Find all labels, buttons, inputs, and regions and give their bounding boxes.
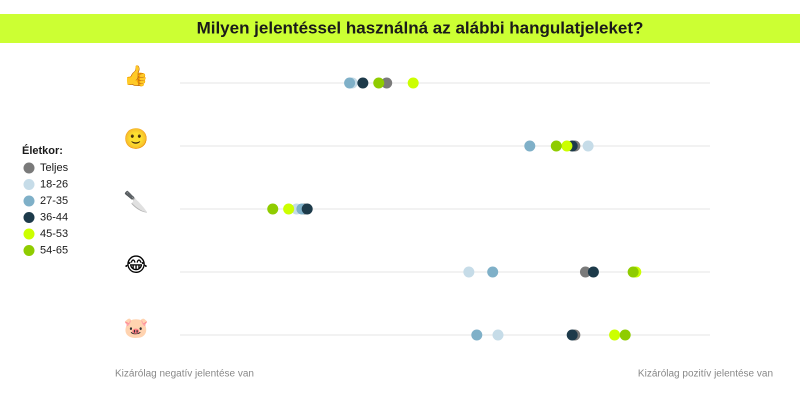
dot (566, 329, 578, 341)
dot (487, 266, 499, 278)
category-label: 🐷 (124, 317, 149, 339)
x-label-min: Kizárólag negatív jelentése van (115, 369, 254, 380)
dot (463, 266, 475, 278)
dot (627, 266, 639, 278)
legend-swatch (23, 228, 35, 240)
dot (357, 77, 369, 89)
x-label-max: Kizárólag pozitív jelentése van (638, 369, 773, 380)
category-label: 😂 (124, 254, 147, 276)
dot (587, 266, 599, 278)
dot (283, 203, 295, 215)
legend-label: 27-35 (40, 195, 68, 207)
dot (407, 77, 419, 89)
legend-swatch (23, 245, 35, 256)
category-label: 🙂 (124, 127, 149, 150)
dot (381, 77, 393, 89)
dot (301, 203, 313, 215)
dot (609, 329, 621, 341)
chart-title: Milyen jelentéssel használná az alábbi h… (197, 18, 644, 37)
legend-swatch (23, 195, 35, 207)
legend-swatch (23, 212, 35, 223)
legend-label: Teljes (40, 162, 69, 174)
legend-label: 54-65 (40, 244, 68, 256)
dot (619, 329, 631, 341)
dot (550, 140, 562, 152)
dot (373, 77, 385, 89)
legend-swatch (23, 179, 35, 190)
dot (524, 140, 536, 152)
legend-label: 36-44 (40, 211, 68, 223)
dot (492, 329, 504, 341)
category-label: 🔪 (124, 189, 149, 213)
legend-label: 18-26 (40, 178, 68, 190)
category-label: 👍 (124, 63, 149, 87)
legend-swatch (23, 162, 35, 174)
title-banner (0, 14, 800, 43)
dot (579, 266, 591, 278)
legend-label: 45-53 (40, 228, 68, 240)
dot (471, 329, 483, 341)
dot (582, 140, 594, 152)
dot (561, 140, 573, 152)
legend-title: Életkor: (22, 144, 63, 157)
dot (267, 203, 279, 215)
dot (344, 77, 356, 89)
